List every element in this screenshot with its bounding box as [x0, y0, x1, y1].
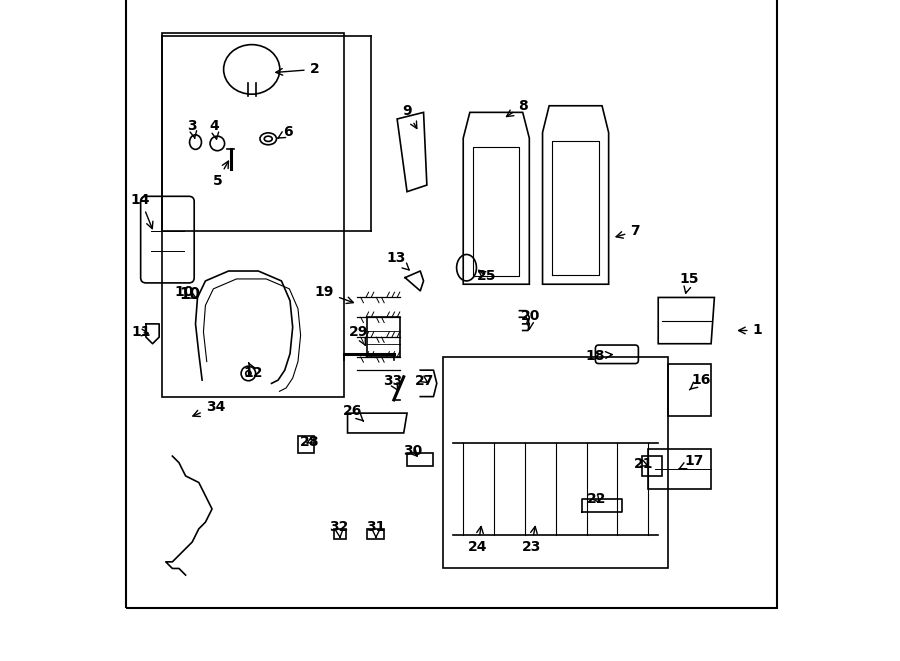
- Text: 27: 27: [415, 373, 435, 388]
- Text: 2: 2: [275, 62, 319, 77]
- Text: 12: 12: [244, 363, 264, 380]
- Bar: [444, 357, 668, 568]
- Text: 18: 18: [586, 348, 612, 363]
- Bar: [298, 436, 314, 453]
- Text: 6: 6: [278, 125, 293, 139]
- Text: 10: 10: [175, 285, 197, 299]
- Text: 19: 19: [315, 285, 354, 303]
- Text: 28: 28: [300, 434, 319, 449]
- Text: 23: 23: [522, 526, 541, 555]
- Bar: [407, 453, 434, 466]
- Text: 33: 33: [382, 374, 402, 391]
- Text: 7: 7: [616, 224, 640, 239]
- Text: 25: 25: [477, 269, 496, 284]
- Text: 14: 14: [130, 192, 153, 229]
- Text: 26: 26: [343, 404, 364, 421]
- Text: 16: 16: [689, 373, 711, 390]
- Text: 17: 17: [680, 454, 705, 469]
- Bar: [642, 456, 662, 476]
- Text: 13: 13: [386, 251, 410, 270]
- Text: 29: 29: [349, 325, 368, 345]
- Text: 5: 5: [212, 161, 229, 188]
- Text: 30: 30: [402, 444, 422, 458]
- Text: 1: 1: [739, 323, 762, 338]
- Bar: [334, 529, 346, 539]
- Text: 21: 21: [634, 457, 653, 471]
- Text: 9: 9: [402, 104, 417, 128]
- Text: 24: 24: [468, 526, 488, 555]
- Text: 20: 20: [521, 309, 540, 329]
- Bar: [367, 529, 384, 539]
- Text: 10: 10: [180, 287, 201, 301]
- Text: 11: 11: [131, 325, 151, 340]
- Text: 15: 15: [680, 272, 699, 293]
- Text: 34: 34: [193, 399, 225, 416]
- Text: 22: 22: [587, 492, 607, 506]
- Bar: [163, 33, 344, 397]
- Text: 3: 3: [187, 118, 197, 138]
- Text: 31: 31: [366, 520, 386, 537]
- Text: 32: 32: [329, 520, 348, 537]
- Text: 4: 4: [209, 118, 219, 139]
- Text: 8: 8: [507, 98, 527, 116]
